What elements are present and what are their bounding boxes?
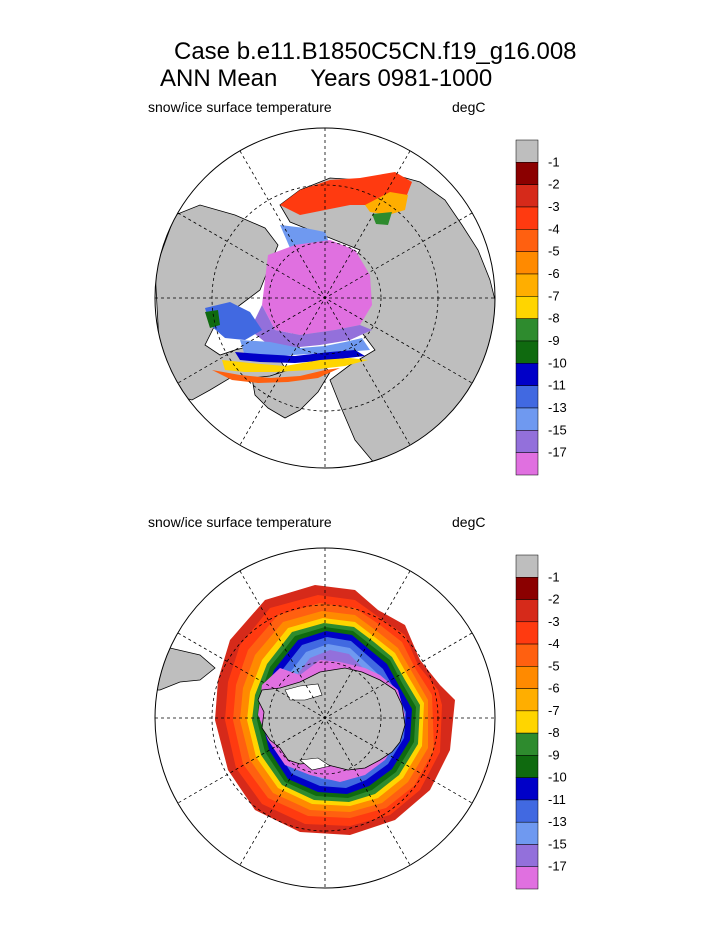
north-colorbar-tick-label: -17	[548, 445, 567, 460]
north-colorbar: -1 -2 -3 -4 -5 -6 -7 -8 -9 -10 -11 -13 -15 -17	[515, 139, 567, 476]
north-colorbar-tick-label: -11	[548, 378, 566, 393]
north-colorbar-swatch-11	[515, 385, 539, 409]
south-colorbar-tick-label: -7	[548, 703, 560, 718]
south-colorbar-swatch-11	[515, 799, 539, 823]
south-colorbar-tick-label: -2	[548, 592, 560, 607]
north-colorbar-swatch-10	[515, 363, 539, 386]
south-graticule	[155, 548, 495, 888]
south-colorbar-swatch-1	[515, 577, 539, 600]
south-colorbar-swatch-8	[515, 732, 539, 756]
north-plot-units: degC	[452, 99, 486, 115]
north-colorbar-swatch-4	[515, 229, 539, 252]
south-colorbar-swatch-10	[515, 777, 539, 801]
subtitle: ANN Mean Years 0981-1000	[160, 65, 492, 93]
south-colorbar-tick-label: -1	[548, 569, 560, 584]
south-colorbar-tick-label: -15	[548, 836, 567, 851]
subtitle-left: ANN Mean	[160, 65, 278, 92]
case-title: Case b.e11.B1850C5CN.f19_g16.008	[174, 38, 577, 65]
north-colorbar-swatch-14	[515, 452, 539, 476]
south-colorbar-tick-label: -6	[548, 681, 560, 696]
north-colorbar-tick-label: -13	[548, 400, 567, 415]
subtitle-right: Years 0981-1000	[310, 65, 493, 92]
south-colorbar-swatch-12	[515, 821, 539, 845]
south-colorbar-tick-label: -4	[548, 636, 560, 651]
south-colorbar-swatch-7	[515, 710, 539, 734]
north-colorbar-swatch-8	[515, 318, 539, 342]
south-colorbar-swatch-9	[515, 755, 539, 778]
north-colorbar-swatch-12	[515, 407, 539, 431]
north-colorbar-tick-label: -15	[548, 422, 567, 437]
south-colorbar: -1 -2 -3 -4 -5 -6 -7 -8 -9 -10 -11 -13 -15 -17	[515, 554, 567, 890]
north-map	[154, 127, 496, 469]
south-colorbar-swatch-land	[515, 554, 539, 578]
north-colorbar-tick-label: -6	[548, 266, 560, 281]
south-map	[154, 547, 496, 889]
south-colorbar-swatch-3	[515, 621, 539, 645]
north-colorbar-swatch-3	[515, 206, 539, 230]
south-colorbar-tick-label: -9	[548, 747, 560, 762]
south-colorbar-swatch-5	[515, 666, 539, 689]
south-colorbar-tick-label: -5	[548, 658, 560, 673]
south-colorbar-swatch-13	[515, 844, 539, 867]
north-colorbar-swatch-9	[515, 340, 539, 364]
north-colorbar-swatch-1	[515, 162, 539, 185]
north-colorbar-tick-label: -5	[548, 244, 560, 259]
north-colorbar-swatch-2	[515, 184, 539, 208]
north-colorbar-tick-label: -2	[548, 177, 560, 192]
north-plot-title: snow/ice surface temperature	[148, 99, 332, 115]
south-plot-title: snow/ice surface temperature	[148, 514, 332, 530]
north-colorbar-tick-label: -3	[548, 199, 560, 214]
north-colorbar-swatch-land	[515, 139, 539, 163]
north-ice-field	[205, 172, 412, 383]
north-colorbar-tick-label: -1	[548, 154, 560, 169]
south-colorbar-tick-label: -3	[548, 614, 560, 629]
north-colorbar-swatch-13	[515, 430, 539, 453]
south-colorbar-swatch-6	[515, 688, 539, 712]
south-colorbar-tick-label: -13	[548, 814, 567, 829]
south-colorbar-swatch-2	[515, 599, 539, 623]
north-colorbar-swatch-5	[515, 251, 539, 275]
north-graticule	[155, 128, 495, 468]
south-colorbar-swatch-4	[515, 643, 539, 667]
north-colorbar-tick-label: -8	[548, 311, 560, 326]
south-colorbar-tick-label: -8	[548, 725, 560, 740]
south-colorbar-tick-label: -11	[548, 792, 566, 807]
north-colorbar-swatch-6	[515, 273, 539, 297]
north-colorbar-swatch-7	[515, 296, 539, 319]
south-plot-units: degC	[452, 514, 486, 530]
south-colorbar-tick-label: -17	[548, 859, 567, 874]
north-colorbar-tick-label: -4	[548, 221, 560, 236]
north-colorbar-tick-label: -9	[548, 333, 560, 348]
north-colorbar-tick-label: -7	[548, 288, 560, 303]
south-colorbar-tick-label: -10	[548, 770, 567, 785]
south-colorbar-swatch-14	[515, 866, 539, 890]
north-colorbar-tick-label: -10	[548, 355, 567, 370]
